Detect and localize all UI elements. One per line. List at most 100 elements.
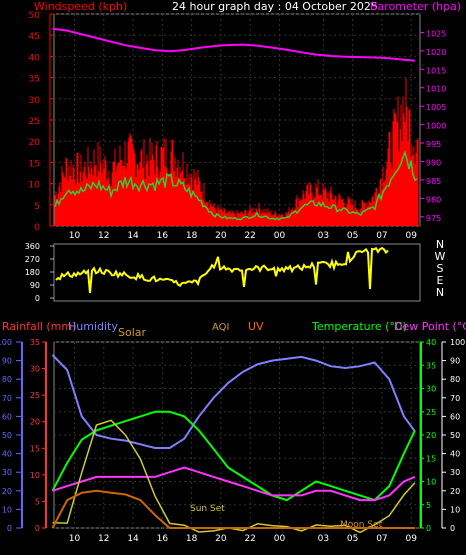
- temp-left-tick-label: 35: [30, 338, 40, 347]
- x-tick-label: 20: [215, 534, 227, 544]
- temp-left-tick-label: 25: [30, 391, 40, 400]
- tick-label: 1000: [426, 122, 446, 131]
- tick-label: 1020: [426, 48, 446, 57]
- tick-label: 35: [29, 75, 40, 85]
- humidity-tick-label: 80: [450, 375, 460, 384]
- humidity-tick-label: 60: [450, 412, 460, 421]
- rainfall-tick-label: 30: [2, 468, 12, 477]
- x-tick-label: 07: [376, 231, 387, 241]
- x-tick-label: 09: [405, 534, 417, 544]
- temp-series: [51, 354, 416, 534]
- compass-label: N: [436, 238, 444, 251]
- rainfall-tick-label: 0: [7, 524, 12, 533]
- tick-label: 10: [29, 181, 41, 191]
- rainfall-tick-label: 20: [2, 487, 12, 496]
- temp-right-tick-label: 20: [426, 431, 436, 440]
- humidity-tick-label: 90: [450, 357, 460, 366]
- x-tick-label: 22: [244, 231, 255, 241]
- x-tick-label: 05: [347, 534, 358, 544]
- tick-label: 1015: [426, 66, 446, 75]
- x-tick-label: 18: [186, 534, 198, 544]
- temp-x-axis: 10 12 14 16 18 20 22 00 03 05 07 09: [69, 534, 417, 544]
- aqi-label: AQI: [212, 322, 230, 333]
- x-tick-label: 18: [186, 231, 198, 241]
- tick-label: 1010: [426, 85, 446, 94]
- tick-label: 980: [426, 195, 441, 204]
- x-tick-label: 20: [215, 231, 227, 241]
- temp-left-tick-label: 20: [30, 418, 40, 427]
- temp-left-tick-label: 15: [30, 444, 40, 453]
- temp-right-tick-label: 40: [426, 338, 436, 347]
- rainfall-tick-label: 90: [2, 357, 12, 366]
- x-tick-label: 03: [318, 534, 329, 544]
- x-tick-label: 05: [347, 231, 358, 241]
- x-tick-label: 10: [69, 231, 81, 241]
- temp-right-tick-label: 30: [426, 385, 436, 394]
- solar-line: [52, 419, 416, 534]
- tick-label: 995: [426, 140, 441, 149]
- tick-label: 20: [29, 138, 41, 148]
- humidity-tick-label: 100: [450, 338, 465, 347]
- humidity-tick-label: 0: [450, 524, 455, 533]
- tick-label: 0: [35, 294, 40, 303]
- compass-label: E: [437, 274, 444, 287]
- temp-right-tick-label: 5: [426, 501, 431, 510]
- temp-right-tick-label: 35: [426, 361, 436, 370]
- tick-label: 30: [29, 96, 41, 106]
- humidity-tick-label: 20: [450, 487, 460, 496]
- tick-label: 180: [25, 268, 40, 277]
- wind-average-line: [54, 149, 418, 221]
- humidity-tick-label: 50: [450, 431, 460, 440]
- wind-x-axis: 10 12 14 16 18 20 22 00 03 05 07 09: [69, 231, 417, 241]
- tick-label: 990: [426, 158, 441, 167]
- rainfall-tick-label: 60: [2, 412, 12, 421]
- temp-right-tick-label: 25: [426, 408, 436, 417]
- tick-label: 985: [426, 177, 441, 186]
- wind-direction-line: [55, 246, 389, 294]
- humidity-line: [51, 354, 416, 449]
- x-tick-label: 10: [69, 534, 81, 544]
- rainfall-tick-label: 100: [0, 338, 12, 347]
- chart-title: 24 hour graph day : 04 October 2025: [172, 0, 378, 13]
- sunset-annotation: Sun Set: [190, 504, 225, 514]
- x-tick-label: 16: [157, 231, 169, 241]
- dewpoint-label: Dew Point (°C): [394, 320, 466, 333]
- x-tick-label: 14: [127, 534, 139, 544]
- tick-label: 270: [25, 255, 40, 264]
- temp-right-tick-label: 15: [426, 454, 436, 463]
- humidity-tick-label: 10: [450, 505, 460, 514]
- humidity-tick-label: 40: [450, 450, 460, 459]
- x-tick-label: 16: [157, 534, 169, 544]
- compass-label: S: [437, 262, 444, 275]
- barometer-axis: 975 980 985 990 995 1000 1005 1010 1015 1020 1025: [420, 29, 446, 223]
- temp-right-tick-label: 10: [426, 478, 436, 487]
- rainfall-tick-label: 40: [2, 450, 12, 459]
- tick-label: 0: [34, 223, 40, 233]
- barometer-axis-label: Barometer (hpa): [370, 0, 461, 13]
- moonset-annotation: Moon Set: [340, 520, 383, 530]
- temp-left-tick-label: 0: [35, 524, 40, 533]
- uv-line: [51, 489, 415, 529]
- tick-label: 25: [29, 117, 40, 127]
- direction-series: [55, 246, 389, 294]
- rainfall-tick-label: 10: [2, 505, 12, 514]
- x-tick-label: 00: [274, 231, 286, 241]
- rainfall-tick-label: 70: [2, 394, 12, 403]
- solar-label: Solar: [118, 326, 147, 339]
- humidity-tick-label: 30: [450, 468, 460, 477]
- uv-label: UV: [248, 320, 264, 333]
- x-tick-label: 00: [274, 534, 286, 544]
- temp-left-tick-label: 10: [30, 471, 40, 480]
- tick-label: 50: [29, 11, 41, 21]
- temperature-label: Temperature (°C): [311, 320, 407, 333]
- x-tick-label: 07: [376, 534, 387, 544]
- humidity-label: Humidity: [68, 320, 118, 333]
- x-tick-label: 03: [318, 231, 329, 241]
- tick-label: 90: [30, 281, 40, 290]
- barometer-line: [52, 27, 415, 62]
- x-tick-label: 22: [244, 534, 255, 544]
- compass-label: W: [435, 250, 446, 263]
- temperature-line: [51, 410, 416, 502]
